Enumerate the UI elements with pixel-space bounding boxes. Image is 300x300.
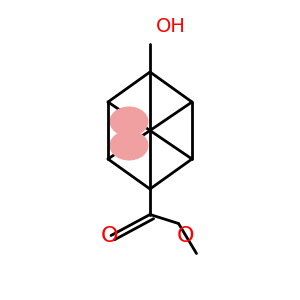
Text: OH: OH [156,17,186,37]
Ellipse shape [110,130,148,160]
Ellipse shape [110,106,148,136]
Text: O: O [101,226,118,245]
Text: O: O [177,226,195,245]
